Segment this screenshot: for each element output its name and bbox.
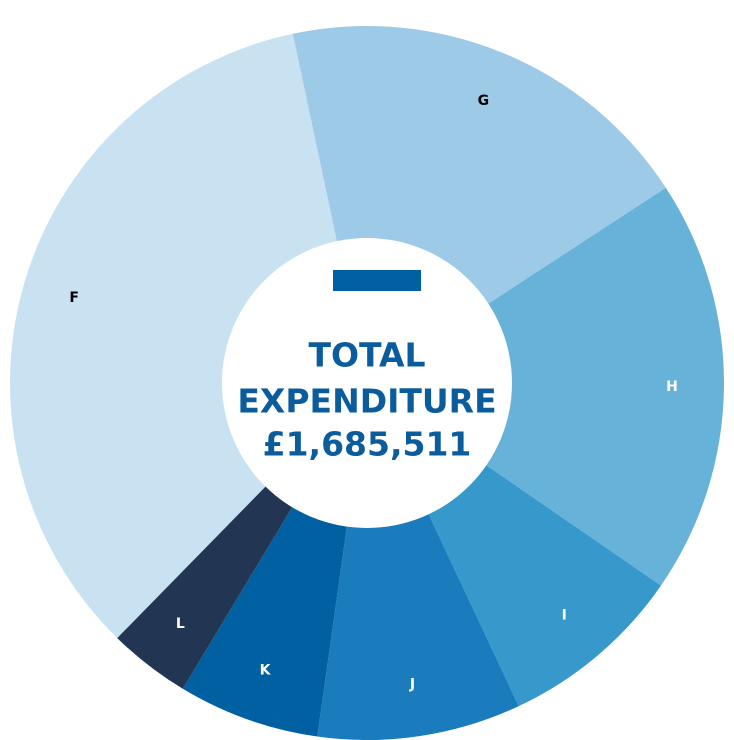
slice	[482, 187, 724, 586]
center-line: TOTAL	[308, 336, 425, 375]
slice	[117, 483, 295, 689]
slice-label: H	[666, 379, 678, 395]
center-bar	[333, 270, 421, 291]
center-line: EXPENDITURE	[237, 382, 496, 421]
slice	[292, 26, 666, 307]
slice-label: J	[409, 677, 415, 693]
slice-label: L	[176, 616, 185, 632]
slice	[317, 509, 519, 740]
center-line: £1,685,511	[263, 425, 472, 464]
slice-label: I	[562, 608, 567, 624]
slice	[9, 33, 338, 639]
slices	[9, 26, 724, 740]
slice-label: K	[260, 662, 272, 678]
slice-label: G	[478, 93, 490, 109]
slice	[426, 462, 661, 707]
donut-hole	[222, 238, 512, 528]
slice-label: F	[69, 290, 79, 306]
slice	[182, 502, 348, 737]
